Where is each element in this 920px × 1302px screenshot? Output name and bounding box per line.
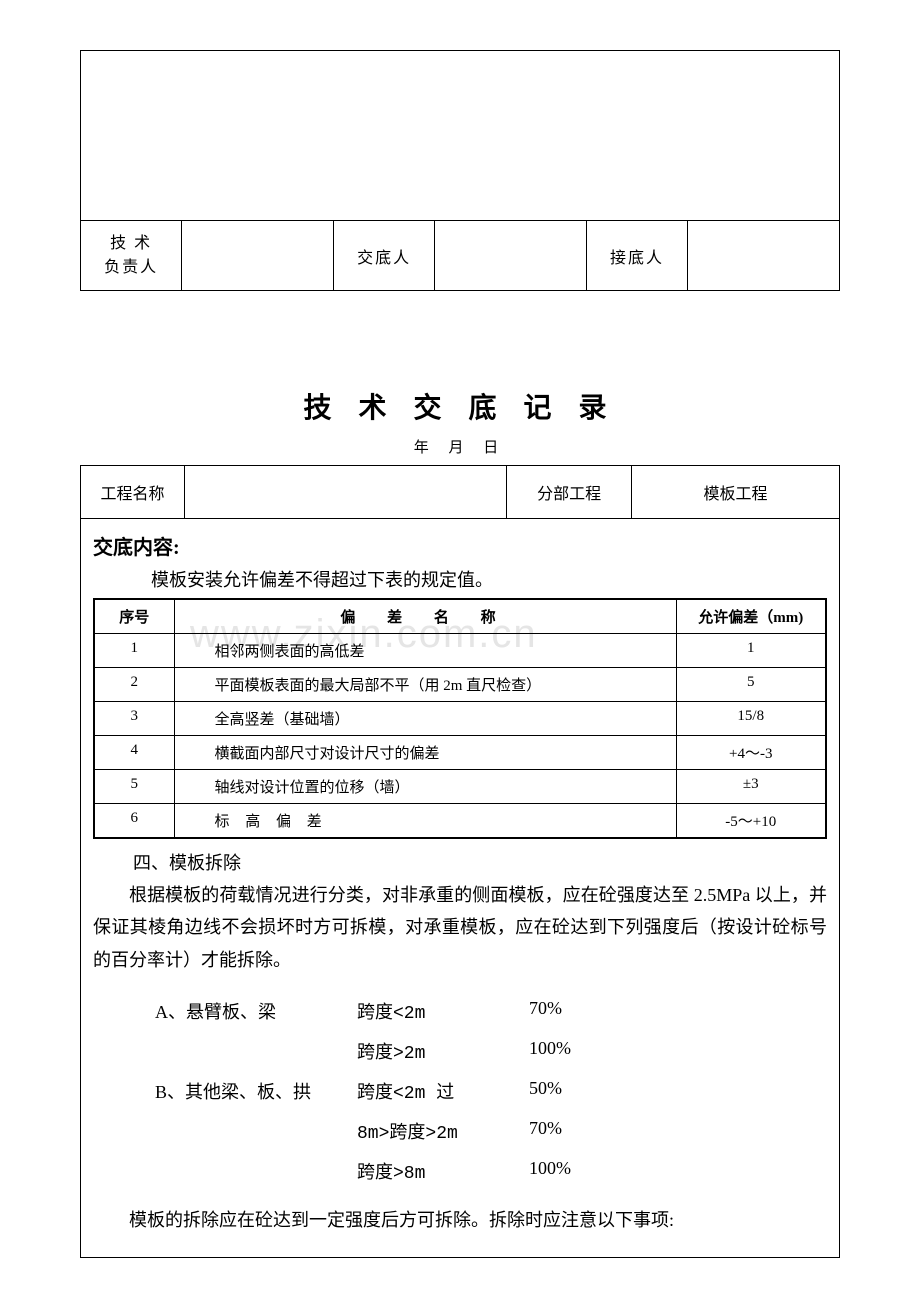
signature-section: 技 术 负责人 交底人 接底人: [80, 50, 840, 291]
span-range: 跨度<2m: [347, 992, 517, 1030]
spec-dev: ±3: [676, 770, 826, 804]
intro-text: 模板安装允许偏差不得超过下表的规定值。: [151, 566, 827, 592]
receive-value: [688, 221, 840, 291]
span-range: 跨度>8m: [347, 1152, 517, 1190]
span-cat: B、其他梁、板、拱: [145, 1072, 345, 1110]
receive-label: 接底人: [586, 221, 687, 291]
span-cat: A、悬臂板、梁: [145, 992, 345, 1030]
disclose-value: [435, 221, 587, 291]
date-line: 年 月 日: [80, 436, 840, 457]
subpart-label: 分部工程: [507, 466, 632, 519]
spec-dev: 5: [676, 668, 826, 702]
spec-seq: 6: [94, 804, 174, 839]
spec-table: 序号 偏 差 名 称 允许偏差（mm) 1 相邻两侧表面的高低差 1 2 平面模…: [93, 598, 827, 839]
spec-name: 轴线对设计位置的位移（墙）: [174, 770, 676, 804]
spec-seq: 4: [94, 736, 174, 770]
subpart-value: 模板工程: [632, 466, 840, 519]
span-cat: [145, 1112, 345, 1150]
spec-row: 3 全高竖差（基础墙） 15/8: [94, 702, 826, 736]
span-row: B、其他梁、板、拱 跨度<2m 过 50%: [145, 1072, 619, 1110]
signature-empty-row: [81, 51, 840, 221]
span-cat: [145, 1032, 345, 1070]
spec-seq: 5: [94, 770, 174, 804]
empty-cell: [81, 51, 840, 221]
main-table: 工程名称 分部工程 模板工程 交底内容: 模板安装允许偏差不得超过下表的规定值。…: [80, 465, 840, 1258]
disclose-label: 交底人: [333, 221, 434, 291]
spec-dev: 1: [676, 634, 826, 668]
span-pct: 70%: [519, 992, 619, 1030]
span-row: 跨度>2m 100%: [145, 1032, 619, 1070]
spec-row: 4 横截面内部尺寸对设计尺寸的偏差 +4～-3: [94, 736, 826, 770]
header-row: 工程名称 分部工程 模板工程: [81, 466, 840, 519]
spec-header-row: 序号 偏 差 名 称 允许偏差（mm): [94, 599, 826, 634]
spec-dev: -5～+10: [676, 804, 826, 839]
span-row: 8m>跨度>2m 70%: [145, 1112, 619, 1150]
main-title: 技 术 交 底 记 录: [80, 386, 840, 426]
tech-leader-label: 技 术 负责人: [81, 221, 182, 291]
span-cat: [145, 1152, 345, 1190]
para1: 根据模板的荷载情况进行分类，对非承重的侧面模板，应在砼强度达至 2.5MPa 以…: [93, 879, 827, 976]
content-row: 交底内容: 模板安装允许偏差不得超过下表的规定值。 序号 偏 差 名 称 允许偏…: [81, 519, 840, 1258]
spec-name: 全高竖差（基础墙）: [174, 702, 676, 736]
spec-name: 标 高 偏 差: [174, 804, 676, 839]
span-pct: 100%: [519, 1032, 619, 1070]
spec-header-name: 偏 差 名 称: [174, 599, 676, 634]
content-cell: 交底内容: 模板安装允许偏差不得超过下表的规定值。 序号 偏 差 名 称 允许偏…: [81, 519, 840, 1258]
content-heading: 交底内容:: [93, 531, 827, 560]
spec-seq: 2: [94, 668, 174, 702]
project-label: 工程名称: [81, 466, 185, 519]
spec-dev: +4～-3: [676, 736, 826, 770]
spec-row: 6 标 高 偏 差 -5～+10: [94, 804, 826, 839]
spec-dev: 15/8: [676, 702, 826, 736]
tech-leader-value: [182, 221, 334, 291]
span-pct: 50%: [519, 1072, 619, 1110]
title-block: 技 术 交 底 记 录 年 月 日: [80, 386, 840, 457]
span-pct: 100%: [519, 1152, 619, 1190]
spec-row: 1 相邻两侧表面的高低差 1: [94, 634, 826, 668]
span-range: 8m>跨度>2m: [347, 1112, 517, 1150]
spec-row: 5 轴线对设计位置的位移（墙） ±3: [94, 770, 826, 804]
span-range: 跨度>2m: [347, 1032, 517, 1070]
signature-row: 技 术 负责人 交底人 接底人: [81, 221, 840, 291]
signature-table: 技 术 负责人 交底人 接底人: [80, 50, 840, 291]
span-row: A、悬臂板、梁 跨度<2m 70%: [145, 992, 619, 1030]
final-note: 模板的拆除应在砼达到一定强度后方可拆除。拆除时应注意以下事项:: [93, 1204, 827, 1236]
spec-header-dev: 允许偏差（mm): [676, 599, 826, 634]
spec-seq: 3: [94, 702, 174, 736]
spec-name: 横截面内部尺寸对设计尺寸的偏差: [174, 736, 676, 770]
span-pct: 70%: [519, 1112, 619, 1150]
spec-header-seq: 序号: [94, 599, 174, 634]
spec-seq: 1: [94, 634, 174, 668]
section4-heading: 四、模板拆除: [133, 849, 827, 875]
span-table: A、悬臂板、梁 跨度<2m 70% 跨度>2m 100% B、其他梁、板、拱 跨…: [143, 990, 621, 1192]
project-value: [184, 466, 506, 519]
span-row: 跨度>8m 100%: [145, 1152, 619, 1190]
spec-row: 2 平面模板表面的最大局部不平（用 2m 直尺检查） 5: [94, 668, 826, 702]
spec-name: 相邻两侧表面的高低差: [174, 634, 676, 668]
spec-name: 平面模板表面的最大局部不平（用 2m 直尺检查）: [174, 668, 676, 702]
span-range: 跨度<2m 过: [347, 1072, 517, 1110]
